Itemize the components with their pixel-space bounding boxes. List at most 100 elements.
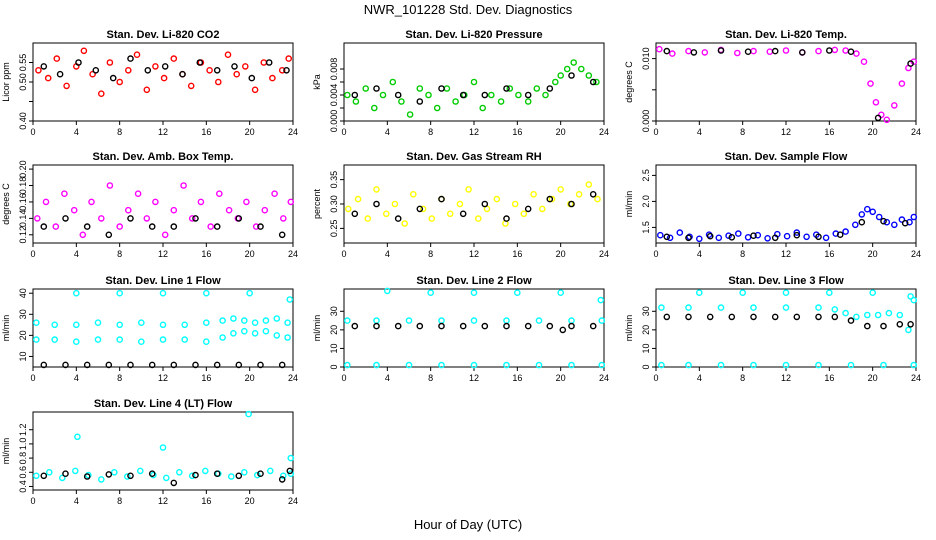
x-tick-label: 16 bbox=[824, 249, 834, 259]
data-point bbox=[669, 50, 676, 57]
data-point bbox=[858, 211, 866, 218]
data-point bbox=[575, 190, 583, 198]
data-point bbox=[869, 208, 877, 216]
data-point bbox=[891, 221, 898, 229]
series-2 bbox=[40, 55, 290, 82]
data-point bbox=[148, 361, 156, 369]
data-point bbox=[717, 361, 725, 369]
data-point bbox=[59, 474, 66, 482]
x-tick-label: 8 bbox=[117, 127, 122, 137]
data-point bbox=[907, 320, 914, 328]
data-point bbox=[116, 223, 123, 230]
y-tick-label: 0.12 bbox=[18, 226, 28, 244]
data-point bbox=[33, 319, 40, 327]
data-point bbox=[782, 304, 790, 311]
data-point bbox=[548, 195, 556, 203]
y-tick-label: 0.000 bbox=[329, 110, 339, 133]
data-point bbox=[836, 231, 844, 238]
data-point bbox=[188, 215, 196, 222]
data-point bbox=[170, 206, 178, 214]
data-point bbox=[148, 223, 156, 230]
data-point bbox=[351, 210, 359, 218]
data-point bbox=[373, 322, 380, 330]
series-4 bbox=[663, 313, 914, 330]
data-point bbox=[568, 72, 575, 79]
x-tick-label: 4 bbox=[74, 127, 79, 137]
data-point bbox=[793, 229, 801, 236]
data-point bbox=[728, 313, 736, 321]
data-point bbox=[799, 49, 806, 56]
x-tick-label: 24 bbox=[599, 373, 609, 383]
data-point bbox=[181, 336, 188, 343]
series-1 bbox=[33, 315, 291, 329]
data-point bbox=[215, 190, 223, 197]
data-point bbox=[715, 234, 723, 242]
data-point bbox=[343, 91, 351, 99]
data-point bbox=[578, 65, 585, 73]
data-point bbox=[546, 195, 554, 203]
panel-title: Stan. Dev. Line 4 (LT) Flow bbox=[94, 398, 233, 410]
data-point bbox=[750, 361, 757, 369]
data-point bbox=[663, 47, 671, 55]
data-point bbox=[874, 311, 882, 319]
x-tick-label: 8 bbox=[740, 127, 745, 137]
data-point bbox=[438, 361, 445, 369]
series-3 bbox=[40, 467, 294, 487]
y-tick-label: 10 bbox=[18, 351, 28, 361]
x-tick-label: 4 bbox=[74, 373, 79, 383]
data-point bbox=[352, 98, 360, 105]
data-point bbox=[568, 361, 575, 369]
y-tick-label: 0.008 bbox=[329, 58, 339, 81]
y-axis-label: degrees C bbox=[1, 183, 11, 225]
data-point bbox=[717, 304, 725, 311]
data-point bbox=[685, 304, 692, 311]
data-point bbox=[240, 317, 248, 324]
y-tick-label: 30 bbox=[641, 306, 651, 316]
data-point bbox=[40, 361, 48, 369]
data-point bbox=[563, 65, 571, 73]
data-point bbox=[94, 336, 102, 343]
data-point bbox=[470, 78, 478, 86]
data-point bbox=[278, 476, 286, 483]
data-point bbox=[885, 309, 893, 317]
y-tick-label: 0 bbox=[641, 364, 651, 369]
data-point bbox=[883, 116, 891, 124]
data-point bbox=[343, 317, 351, 324]
data-point bbox=[213, 223, 221, 230]
data-point bbox=[771, 47, 779, 55]
data-point bbox=[62, 215, 69, 222]
data-point bbox=[896, 311, 904, 319]
panel-title: Stan. Dev. Li-820 Temp. bbox=[725, 29, 847, 41]
data-point bbox=[109, 74, 117, 82]
data-point bbox=[910, 213, 918, 221]
x-tick-label: 24 bbox=[288, 249, 298, 259]
series-3 bbox=[73, 289, 294, 303]
data-point bbox=[98, 90, 105, 97]
data-point bbox=[589, 78, 597, 86]
data-point bbox=[589, 322, 597, 330]
x-tick-label: 0 bbox=[341, 127, 346, 137]
data-point bbox=[593, 78, 600, 86]
plot-frame bbox=[32, 164, 294, 244]
data-point bbox=[750, 313, 757, 321]
data-point bbox=[278, 361, 286, 369]
x-tick-label: 12 bbox=[469, 127, 479, 137]
data-point bbox=[116, 336, 123, 343]
data-point bbox=[481, 91, 489, 99]
data-point bbox=[852, 221, 859, 229]
data-point bbox=[533, 85, 541, 92]
y-tick-label: 30 bbox=[329, 306, 339, 316]
data-point bbox=[389, 78, 397, 86]
data-point bbox=[188, 472, 196, 480]
series-2 bbox=[351, 72, 597, 105]
series-1 bbox=[34, 182, 295, 239]
x-tick-label: 20 bbox=[868, 127, 878, 137]
data-point bbox=[351, 322, 359, 330]
data-point bbox=[269, 74, 276, 82]
data-point bbox=[503, 215, 510, 222]
data-point bbox=[73, 321, 80, 329]
data-point bbox=[782, 47, 790, 54]
data-point bbox=[880, 217, 887, 225]
data-point bbox=[771, 313, 779, 321]
data-point bbox=[470, 361, 478, 369]
